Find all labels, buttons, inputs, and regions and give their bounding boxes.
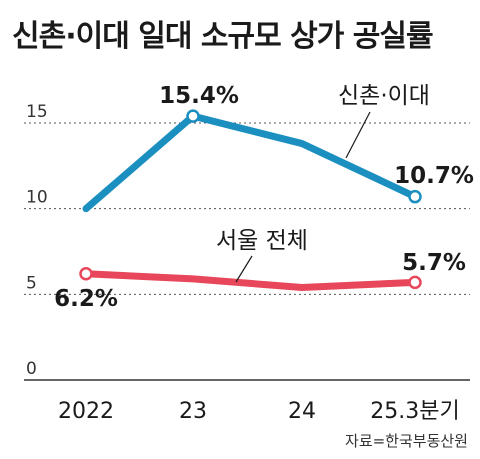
axes: 0 5 10 15 2022 23 24 25.3분기 (26, 102, 460, 424)
x-tick-label: 25.3분기 (370, 399, 459, 424)
series (79, 109, 422, 291)
series-line (82, 270, 419, 291)
data-label: 5.7% (402, 250, 466, 276)
series-label-leader (235, 255, 253, 283)
y-tick-label: 0 (26, 359, 37, 379)
x-tick-label: 23 (179, 399, 207, 424)
x-tick-label: 2022 (58, 399, 114, 424)
data-label: 10.7% (394, 163, 474, 189)
data-label: 6.2% (54, 286, 118, 312)
grid (24, 122, 470, 381)
y-tick-label: 5 (26, 273, 37, 293)
data-point (79, 267, 93, 281)
data-label: 15.4% (159, 83, 239, 109)
chart-title: 신촌·이대 일대 소규모 상가 공실률 (12, 19, 433, 54)
y-tick-label: 10 (26, 188, 48, 208)
x-tick-label: 24 (288, 399, 316, 424)
series-line (82, 112, 419, 213)
data-point (186, 109, 200, 123)
data-point (408, 275, 422, 290)
series-name-label: 서울 전체 (216, 228, 308, 254)
source-note: 자료=한국부동산원 (345, 432, 468, 450)
series-name-label: 신촌·이대 (338, 83, 430, 109)
y-tick-label: 15 (26, 102, 48, 122)
data-point (408, 189, 422, 204)
series-label-leader (345, 111, 371, 159)
